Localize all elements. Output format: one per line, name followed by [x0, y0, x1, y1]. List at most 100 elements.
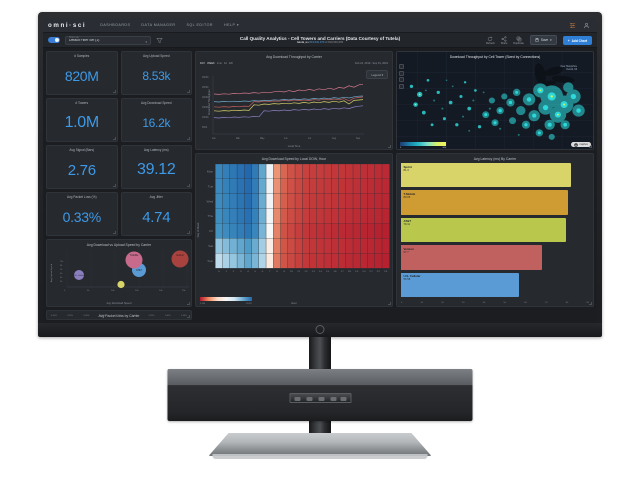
kpi-label: Avg Download Speed — [140, 101, 172, 105]
main-nav: DASHBOARDS DATA MANAGER SQL EDITOR HELP … — [100, 23, 239, 27]
panel-tower-map[interactable]: Download Throughput by Cell Tower (Sized… — [396, 51, 594, 150]
axis-tick: 20 — [441, 302, 444, 304]
legend-dropdown-button[interactable]: Legend ▾ — [366, 70, 388, 79]
refresh-button[interactable]: Refresh — [486, 36, 495, 45]
user-avatar-icon[interactable] — [583, 22, 590, 29]
share-button[interactable]: Share — [501, 35, 507, 45]
chevron-down-icon: ▾ — [145, 39, 147, 44]
bar-row[interactable]: Verizon 67.7 — [401, 245, 589, 270]
date-range-label[interactable]: Feb 24, 2019 - Sep 01, 2019 — [354, 62, 388, 65]
svg-text:Aug: Aug — [332, 137, 337, 140]
bar-row[interactable]: AT&T 79.11 — [401, 217, 589, 243]
bar[interactable] — [401, 217, 567, 243]
nav-item-help[interactable]: HELP ▾ — [224, 23, 240, 27]
granularity-1mo[interactable]: 1mo — [216, 62, 222, 65]
filter-toggle[interactable] — [48, 37, 60, 43]
svg-text:30000: 30000 — [202, 77, 209, 79]
map-annotation: New Hampshire Detroit, MI — [561, 66, 577, 72]
mapbox-attribution[interactable]: mapbox — [571, 142, 591, 147]
panel-speed-heatmap[interactable]: Avg Download Speed by Local DOW, Hour Da… — [195, 153, 393, 307]
svg-text:Wed: Wed — [207, 200, 214, 203]
resize-grip[interactable] — [112, 231, 116, 234]
svg-text:Jun: Jun — [284, 138, 288, 140]
resize-grip[interactable] — [112, 184, 116, 187]
svg-text:7k: 7k — [60, 269, 63, 271]
resize-grip[interactable] — [187, 302, 190, 305]
bar[interactable] — [401, 272, 520, 298]
kpi-card-avg-upload-speed[interactable]: Avg Upload Speed 8.53k — [120, 51, 192, 95]
kpi-card-avg-download-speed[interactable]: Avg Download Speed 16.2k — [120, 98, 192, 142]
bar-row[interactable]: Sprint 81.3 — [401, 163, 589, 188]
svg-text:6: 6 — [262, 270, 264, 273]
kpi-card-samples[interactable]: # Samples 820M — [46, 51, 118, 95]
line-chart-canvas: 30000 25000 20000 15000 10000 5000 Jan Mar May… — [202, 76, 364, 140]
bar[interactable] — [401, 245, 543, 270]
monitor-bottom-bezel — [38, 323, 602, 337]
panel-download-vs-upload[interactable]: Avg Download vs Upload Speed by Carrier … — [46, 239, 192, 307]
nav-item-data-manager[interactable]: DATA MANAGER — [141, 23, 176, 27]
kpi-card-avg-jitter[interactable]: Avg Jitter 4.74 — [120, 192, 192, 236]
kpi-card-avg-packet-loss[interactable]: Avg Packet Loss (%) 0.33% — [46, 192, 118, 236]
resize-grip[interactable] — [589, 302, 592, 305]
bar-row[interactable]: U.S. Cellular 56.58 — [401, 272, 589, 298]
panel-packet-loss-by-carrier[interactable]: Avg Packet Loss by Carrier U.S. Cellular… — [46, 310, 192, 320]
resize-grip[interactable] — [187, 315, 190, 318]
svg-text:May: May — [260, 138, 265, 140]
kpi-card-avg-signal[interactable]: Avg Signal (Bars) 2.76 — [46, 145, 118, 189]
datasource-name: tutela_us — [296, 41, 309, 45]
filter-set-select[interactable]: Filter set Default Filter Set (1) ▾ — [65, 35, 151, 45]
soundbar-controls[interactable] — [289, 393, 351, 403]
kpi-value: 0.33% — [62, 209, 102, 225]
svg-text:Jan: Jan — [212, 138, 216, 140]
granularity-12h[interactable]: 12h — [228, 62, 234, 65]
map-zoom-in-button[interactable] — [399, 64, 404, 69]
settings-sliders-icon[interactable] — [569, 22, 576, 29]
map-lasso-button[interactable] — [399, 83, 404, 89]
soundbar-top-surface — [167, 369, 473, 385]
app-topbar: omni·sci DASHBOARDS DATA MANAGER SQL EDI… — [43, 18, 597, 33]
resize-grip[interactable] — [589, 145, 592, 148]
bar-value: 56.58 — [403, 278, 411, 282]
nav-item-sql-editor[interactable]: SQL EDITOR — [186, 23, 214, 27]
nav-item-dashboards[interactable]: DASHBOARDS — [100, 23, 131, 27]
svg-text:15000: 15000 — [202, 107, 209, 109]
kpi-card-towers[interactable]: # Towers 1.0M — [46, 98, 118, 142]
kpi-card-avg-latency[interactable]: Avg Latency (ms) 39.12 — [120, 145, 192, 189]
bar[interactable] — [401, 163, 571, 188]
monitor-stand-base-edge — [212, 454, 428, 459]
resize-grip[interactable] — [112, 137, 116, 140]
svg-text:2k: 2k — [60, 281, 63, 283]
panel-latency-by-carrier[interactable]: Avg Latency (ms) By Carrier Sprint 81.3 T-… — [396, 153, 594, 307]
granularity-week[interactable]: WEEK — [207, 62, 215, 65]
map-controls[interactable] — [399, 64, 404, 89]
resize-grip[interactable] — [187, 184, 190, 187]
duplicate-button[interactable]: Duplicate — [513, 36, 524, 45]
panel-download-throughput-line[interactable]: Avg Download Throughput by Carrier DAY W… — [195, 51, 393, 150]
resize-grip[interactable] — [187, 137, 190, 140]
svg-text:0: 0 — [218, 270, 220, 273]
map-pan-button[interactable] — [399, 77, 404, 82]
resize-grip[interactable] — [388, 302, 391, 305]
svg-text:23: 23 — [384, 270, 388, 273]
granularity-1d[interactable]: 1d — [223, 62, 227, 65]
add-chart-button[interactable]: + Add Chart — [562, 36, 592, 45]
map-zoom-out-button[interactable] — [399, 70, 404, 76]
resize-grip[interactable] — [112, 90, 116, 93]
funnel-icon[interactable] — [156, 37, 163, 44]
bar-row[interactable]: T-Mobile 80.05 — [401, 190, 589, 215]
svg-text:0: 0 — [64, 290, 66, 292]
resize-grip[interactable] — [388, 145, 391, 148]
axis-tick: 70 — [545, 302, 548, 304]
axis-tick: 0.40% — [83, 315, 90, 317]
axis-tick: 1.00% — [132, 315, 139, 317]
granularity-day[interactable]: DAY — [200, 62, 206, 65]
resize-grip[interactable] — [187, 90, 190, 93]
bar[interactable] — [401, 190, 569, 215]
save-button[interactable]: Save ▾ — [529, 35, 557, 45]
map-canvas[interactable] — [397, 52, 593, 149]
hp-logo — [315, 325, 325, 334]
time-granularity-selector[interactable]: DAY WEEK 1mo 1d 12h — [200, 62, 233, 65]
resize-grip[interactable] — [187, 231, 190, 234]
